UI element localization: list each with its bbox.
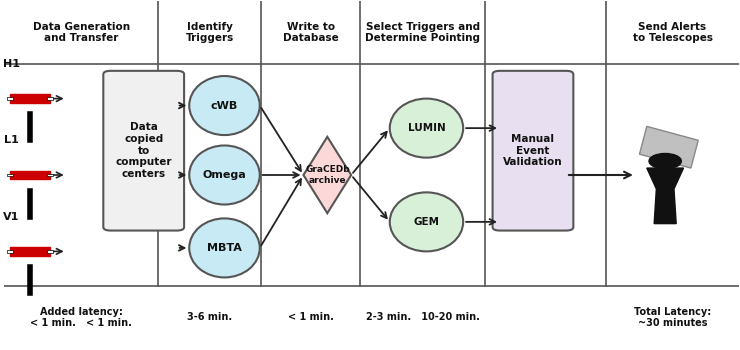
Text: Total Latency:
~30 minutes: Total Latency: ~30 minutes <box>634 307 711 328</box>
FancyBboxPatch shape <box>104 71 184 231</box>
FancyBboxPatch shape <box>7 250 13 253</box>
Text: < 1 min.: < 1 min. <box>288 312 334 322</box>
Text: cWB: cWB <box>211 100 238 111</box>
Polygon shape <box>647 168 684 224</box>
Circle shape <box>649 153 682 169</box>
Text: Write to
Database: Write to Database <box>283 22 339 43</box>
Polygon shape <box>303 137 352 213</box>
Text: L1: L1 <box>4 135 19 145</box>
Text: Omega: Omega <box>203 170 246 180</box>
FancyBboxPatch shape <box>10 171 50 179</box>
Text: GraCEDb
archive: GraCEDb archive <box>305 165 349 185</box>
Text: Added latency:
< 1 min.   < 1 min.: Added latency: < 1 min. < 1 min. <box>30 307 132 328</box>
Text: V1: V1 <box>3 212 20 222</box>
FancyBboxPatch shape <box>7 174 13 176</box>
Text: LUMIN: LUMIN <box>408 123 445 133</box>
FancyBboxPatch shape <box>493 71 574 231</box>
Ellipse shape <box>390 193 463 251</box>
Ellipse shape <box>189 146 260 204</box>
Text: Identify
Triggers: Identify Triggers <box>186 22 234 43</box>
Ellipse shape <box>189 76 260 135</box>
Text: GEM: GEM <box>414 217 440 227</box>
Polygon shape <box>639 126 699 168</box>
Text: Data
copied
to
computer
centers: Data copied to computer centers <box>115 122 172 179</box>
Text: MBTA: MBTA <box>207 243 242 253</box>
Text: 3-6 min.: 3-6 min. <box>187 312 232 322</box>
Text: 2-3 min.   10-20 min.: 2-3 min. 10-20 min. <box>366 312 480 322</box>
Text: Manual
Event
Validation: Manual Event Validation <box>503 134 563 167</box>
Text: Select Triggers and
Determine Pointing: Select Triggers and Determine Pointing <box>366 22 480 43</box>
FancyBboxPatch shape <box>7 97 13 100</box>
FancyBboxPatch shape <box>10 247 50 256</box>
FancyBboxPatch shape <box>10 94 50 103</box>
FancyBboxPatch shape <box>47 174 53 176</box>
FancyBboxPatch shape <box>47 250 53 253</box>
Text: Data Generation
and Transfer: Data Generation and Transfer <box>33 22 130 43</box>
Text: H1: H1 <box>3 59 20 69</box>
FancyBboxPatch shape <box>47 97 53 100</box>
Ellipse shape <box>390 99 463 158</box>
Ellipse shape <box>189 218 260 278</box>
Text: Send Alerts
to Telescopes: Send Alerts to Telescopes <box>633 22 713 43</box>
